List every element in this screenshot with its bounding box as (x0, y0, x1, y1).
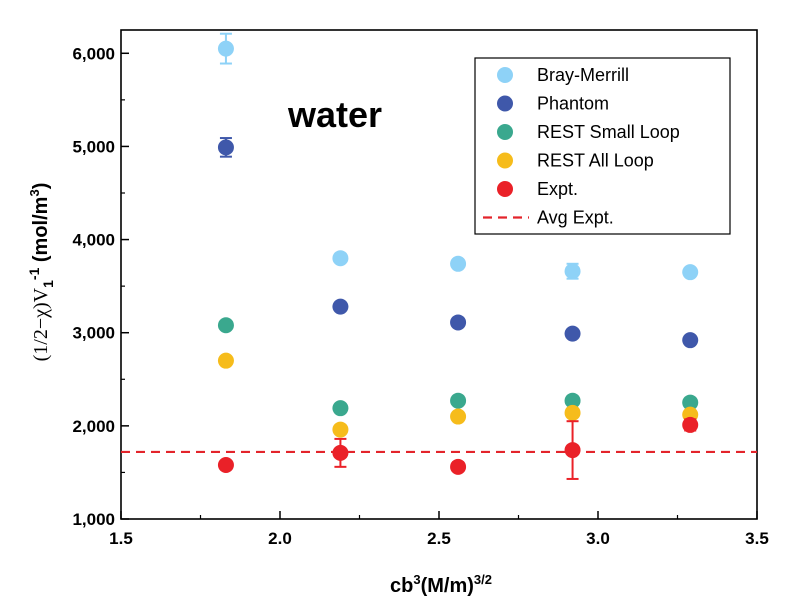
y-axis-title: (1/2−χ)V1-1 (mol/m3) (26, 183, 56, 362)
y-tick-label: 4,000 (72, 231, 115, 250)
legend-marker (497, 124, 513, 140)
y-tick-label: 3,000 (72, 324, 115, 343)
data-point (564, 325, 581, 342)
data-point (332, 444, 349, 461)
legend-label: Bray-Merrill (537, 65, 629, 85)
y-tick-label: 5,000 (72, 137, 115, 156)
legend-label: Phantom (537, 94, 609, 114)
x-tick-label: 3.0 (586, 529, 610, 548)
legend-marker (497, 152, 513, 169)
data-point (450, 408, 467, 425)
axes: 1.5 2.0 2.5 3.0 3.5 1,000 2,000 3,000 4,000 5,000… (72, 29, 769, 548)
legend-marker (497, 181, 513, 197)
legend: Bray-Merrill Phantom REST Small Loop REST A… (474, 57, 731, 235)
series-bray-merrill (217, 32, 699, 281)
chart-annotation: water (287, 94, 382, 135)
data-point (450, 458, 467, 475)
data-series (217, 32, 699, 480)
data-point (682, 394, 699, 411)
data-point (332, 400, 349, 417)
series-expt (217, 416, 699, 480)
x-tick-label: 2.0 (268, 529, 292, 548)
y-tick-label: 2,000 (72, 417, 115, 436)
data-point (450, 314, 467, 331)
data-point (450, 255, 467, 272)
legend-label: REST All Loop (537, 151, 654, 171)
data-point (564, 263, 581, 280)
data-point (332, 421, 349, 438)
data-point (217, 40, 234, 57)
data-point (564, 442, 581, 459)
data-point (682, 416, 699, 433)
x-tick-label: 3.5 (745, 529, 769, 548)
data-point (217, 139, 234, 156)
legend-marker (497, 67, 513, 83)
legend-label: REST Small Loop (537, 122, 680, 142)
legend-label: Avg Expt. (537, 208, 614, 228)
data-point (332, 250, 349, 267)
legend-marker (497, 95, 513, 112)
data-point (564, 392, 581, 409)
data-point (564, 404, 581, 421)
data-point (332, 298, 349, 315)
y-tick-label: 6,000 (72, 44, 115, 63)
data-point (682, 332, 699, 349)
data-point (217, 352, 234, 369)
x-axis-title: cb3(M/m)3/2 (390, 572, 492, 597)
data-point (217, 456, 234, 473)
legend-box (474, 57, 731, 235)
data-point (450, 392, 467, 409)
series-phantom (217, 137, 699, 349)
x-tick-label: 2.5 (427, 529, 451, 548)
data-point (217, 317, 234, 334)
x-tick-label: 1.5 (109, 529, 133, 548)
series-rest-small-loop (217, 317, 699, 417)
y-tick-label: 1,000 (72, 510, 115, 529)
data-point (682, 264, 699, 281)
legend-label: Expt. (537, 179, 578, 199)
